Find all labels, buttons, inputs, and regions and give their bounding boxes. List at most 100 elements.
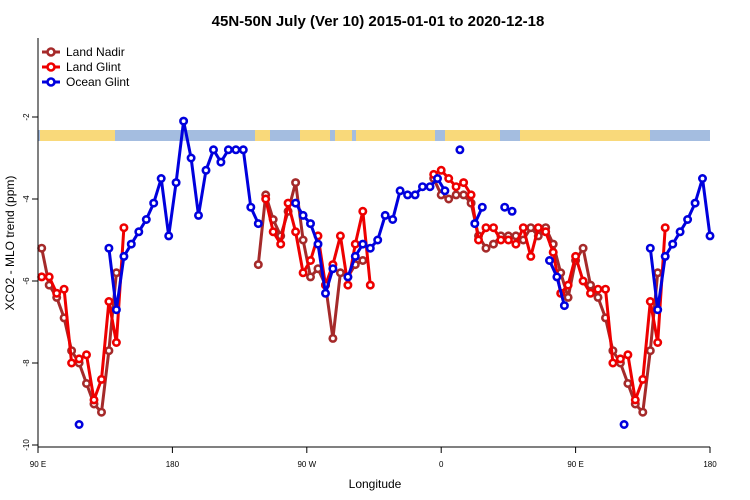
data-point — [291, 227, 301, 237]
data-point — [298, 235, 308, 245]
data-point — [481, 243, 491, 253]
data-point — [593, 292, 603, 302]
data-point — [395, 186, 405, 196]
data-point — [630, 395, 640, 405]
data-point — [358, 239, 368, 249]
map-strip — [38, 130, 710, 141]
data-point — [44, 272, 54, 282]
data-point — [683, 215, 693, 225]
data-point — [455, 145, 465, 155]
data-point — [246, 202, 256, 212]
data-point — [126, 239, 136, 249]
data-point — [238, 145, 248, 155]
data-point — [436, 165, 446, 175]
map-strip-ocean — [38, 130, 40, 141]
y-tick-label: -2 — [22, 113, 31, 121]
data-point — [231, 145, 241, 155]
data-point — [615, 354, 625, 364]
data-point — [559, 301, 569, 311]
data-point — [563, 292, 573, 302]
data-point — [335, 231, 345, 241]
data-point — [276, 239, 286, 249]
data-point — [653, 268, 663, 278]
data-point — [403, 190, 413, 200]
data-point — [253, 260, 263, 270]
map-strip-ocean — [352, 130, 356, 141]
map-strip-ocean — [435, 130, 445, 141]
data-point — [511, 239, 521, 249]
data-point — [660, 223, 670, 233]
plot-area — [37, 116, 715, 429]
data-point — [74, 354, 84, 364]
data-point — [141, 215, 151, 225]
data-point — [261, 194, 271, 204]
data-point — [134, 227, 144, 237]
data-point — [451, 182, 461, 192]
data-point — [268, 227, 278, 237]
data-point — [350, 251, 360, 261]
data-point — [179, 116, 189, 126]
x-ticks: 90 E 180 90 W 0 90 E 180 — [30, 447, 717, 469]
data-point — [358, 206, 368, 216]
data-point — [343, 272, 353, 282]
data-point — [380, 210, 390, 220]
data-point — [305, 219, 315, 229]
legend-label: Land Glint — [66, 60, 121, 74]
data-point — [432, 174, 442, 184]
data-point — [705, 231, 715, 241]
data-point — [216, 157, 226, 167]
data-point — [526, 251, 536, 261]
data-point — [675, 227, 685, 237]
data-point — [373, 235, 383, 245]
data-point — [37, 272, 47, 282]
data-point — [470, 219, 480, 229]
data-point — [500, 202, 510, 212]
x-tick-label: 0 — [439, 460, 444, 469]
data-point — [104, 296, 114, 306]
data-point — [194, 210, 204, 220]
data-point — [578, 243, 588, 253]
data-point — [74, 419, 84, 429]
data-point — [313, 239, 323, 249]
data-point — [291, 198, 301, 208]
x-tick-label: 90 W — [297, 460, 316, 469]
data-point — [97, 407, 107, 417]
data-point — [365, 280, 375, 290]
data-point — [668, 239, 678, 249]
data-point — [253, 219, 263, 229]
data-point — [585, 288, 595, 298]
chart-title: 45N-50N July (Ver 10) 2015-01-01 to 2020… — [212, 13, 545, 30]
data-point — [320, 288, 330, 298]
data-point — [440, 186, 450, 196]
map-strip-land — [38, 130, 710, 141]
data-point — [37, 243, 47, 253]
data-point — [653, 305, 663, 315]
data-point — [305, 255, 315, 265]
data-point — [552, 272, 562, 282]
data-point — [690, 198, 700, 208]
data-point — [283, 198, 293, 208]
data-point — [660, 251, 670, 261]
y-tick-label: -6 — [22, 277, 31, 285]
data-point — [328, 264, 338, 274]
data-point — [358, 255, 368, 265]
data-point — [186, 153, 196, 163]
data-point — [645, 243, 655, 253]
data-point — [578, 276, 588, 286]
data-point — [544, 255, 554, 265]
data-point — [600, 284, 610, 294]
data-point — [82, 350, 92, 360]
data-point — [563, 280, 573, 290]
data-point — [410, 190, 420, 200]
data-point — [104, 346, 114, 356]
data-point — [291, 178, 301, 188]
data-point — [171, 178, 181, 188]
data-point — [623, 378, 633, 388]
data-point — [67, 358, 77, 368]
data-point — [548, 247, 558, 257]
data-point — [52, 288, 62, 298]
legend-label: Land Nadir — [66, 45, 125, 59]
data-point — [653, 337, 663, 347]
